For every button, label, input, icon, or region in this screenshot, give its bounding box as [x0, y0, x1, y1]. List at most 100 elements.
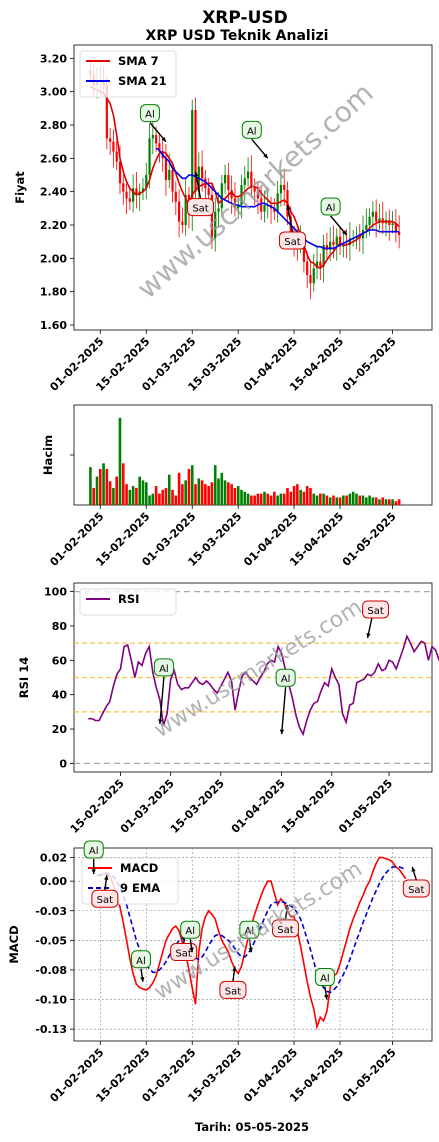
rsi-panel: 02040608010015-02-202501-03-202515-03-20…	[17, 582, 439, 836]
candle-body	[174, 191, 177, 202]
volume-bar	[358, 495, 362, 505]
y-tick-label: 3.20	[40, 52, 67, 65]
y-tick-label: 2.20	[40, 219, 67, 232]
volume-bar	[197, 478, 201, 505]
y-tick-label: 0.00	[40, 875, 67, 888]
rsi-signal-arrow-shaft	[159, 676, 165, 724]
candle-body	[375, 211, 378, 222]
candle-body	[145, 175, 148, 189]
candle-body	[181, 221, 184, 225]
candle-body	[155, 135, 158, 144]
price-signal-1-label: Sat	[192, 204, 208, 215]
rsi-signal-0-label: Al	[159, 664, 169, 675]
legend-box	[79, 50, 177, 98]
candle-body	[365, 225, 368, 230]
y-tick-label: 2.80	[40, 119, 67, 132]
volume-bar	[220, 472, 224, 505]
price-signal-2-box	[241, 120, 262, 139]
macd-signal-2-box	[130, 950, 151, 969]
candle-body	[335, 236, 338, 245]
y-axis-label: MACD	[7, 925, 21, 963]
volume-bar	[292, 486, 296, 505]
rsi-signal-2-label: Sat	[367, 606, 383, 617]
volume-bar	[128, 489, 132, 505]
volume-bar	[273, 491, 276, 505]
price-signal-1-box	[187, 198, 215, 217]
candle-body	[233, 198, 237, 209]
volume-bar	[302, 491, 306, 505]
candle-body	[158, 143, 161, 152]
volume-bar	[171, 489, 174, 505]
price-signal-4-box	[320, 197, 341, 216]
volume-bar	[299, 489, 302, 505]
candle-body	[237, 205, 240, 209]
candle-body	[243, 178, 246, 185]
figure-title: XRP-USD	[202, 8, 288, 28]
candle-body	[125, 191, 128, 199]
volume-bar	[207, 486, 210, 505]
volume-bar	[348, 493, 352, 505]
candle-body	[398, 231, 401, 235]
y-tick-label: 20	[52, 723, 68, 736]
volume-bar	[259, 493, 263, 505]
macd-signal-2-label: Al	[136, 956, 146, 967]
volume-bar	[240, 489, 243, 505]
volume-bar	[151, 493, 155, 505]
price-signal-2-label: Al	[247, 126, 257, 137]
volume-bar	[230, 484, 233, 505]
candle-body	[302, 241, 306, 262]
candle-body	[378, 218, 381, 222]
volume-bar	[98, 469, 102, 505]
volume-bar	[233, 487, 237, 505]
candle-body	[391, 223, 394, 225]
y-axis-label: Fiyat	[13, 171, 27, 204]
volume-bar	[345, 495, 348, 505]
candle-body	[260, 198, 263, 212]
macd-signal-8-label: Al	[320, 974, 330, 985]
candle-body	[263, 205, 266, 212]
candle-body	[250, 171, 253, 187]
volume-bar	[135, 487, 138, 505]
candle-body	[105, 85, 108, 139]
macd-panel: 0.020.00-0.03-0.05-0.08-0.10-0.1301-02-2…	[7, 840, 433, 1105]
volume-bar	[338, 497, 342, 505]
legend-label: 9 EMA	[120, 881, 160, 895]
volume-bar	[141, 480, 145, 505]
figure-footer: Tarih: 05-05-2025	[195, 1120, 309, 1134]
price-signal-arrow-shaft	[194, 171, 202, 199]
candle-body	[178, 201, 181, 222]
price-frame	[73, 44, 433, 331]
macd-signal-6-box	[239, 920, 260, 939]
y-tick-label: 0	[59, 757, 67, 770]
volume-bar	[368, 495, 371, 505]
volume-bar	[144, 482, 148, 505]
volume-bar	[263, 491, 266, 505]
macd-signal-arrow-head	[189, 947, 194, 953]
price-signal-arrow-head	[194, 171, 199, 177]
volume-bar	[279, 493, 283, 505]
candle-body	[332, 241, 335, 245]
x-tick-label: 01-05-2025	[340, 335, 399, 394]
macd-signal-arrow-head	[324, 994, 329, 1000]
volume-bar	[105, 469, 109, 505]
volume-bar	[394, 501, 398, 505]
volume-bar	[210, 482, 214, 505]
volume-bar	[102, 463, 105, 505]
macd-signal-9-box	[402, 879, 430, 898]
macd-signal-7-box	[271, 919, 299, 938]
volume-bar	[204, 484, 207, 505]
rsi-signal-2-box	[362, 600, 390, 619]
volume-bar	[174, 495, 178, 505]
candle-body	[214, 211, 217, 239]
legend-label: SMA 7	[118, 54, 159, 68]
macd-signal-arrow-head	[104, 875, 109, 880]
volume-bar	[154, 486, 158, 505]
volume-bar	[276, 495, 279, 505]
candle-body	[312, 268, 315, 284]
volume-bar	[325, 495, 329, 505]
candle-body	[171, 170, 174, 192]
rsi-signal-arrow-shaft	[280, 687, 287, 735]
price-signal-0-label: Al	[145, 110, 155, 121]
macd-signal-arrow-head	[91, 869, 96, 875]
